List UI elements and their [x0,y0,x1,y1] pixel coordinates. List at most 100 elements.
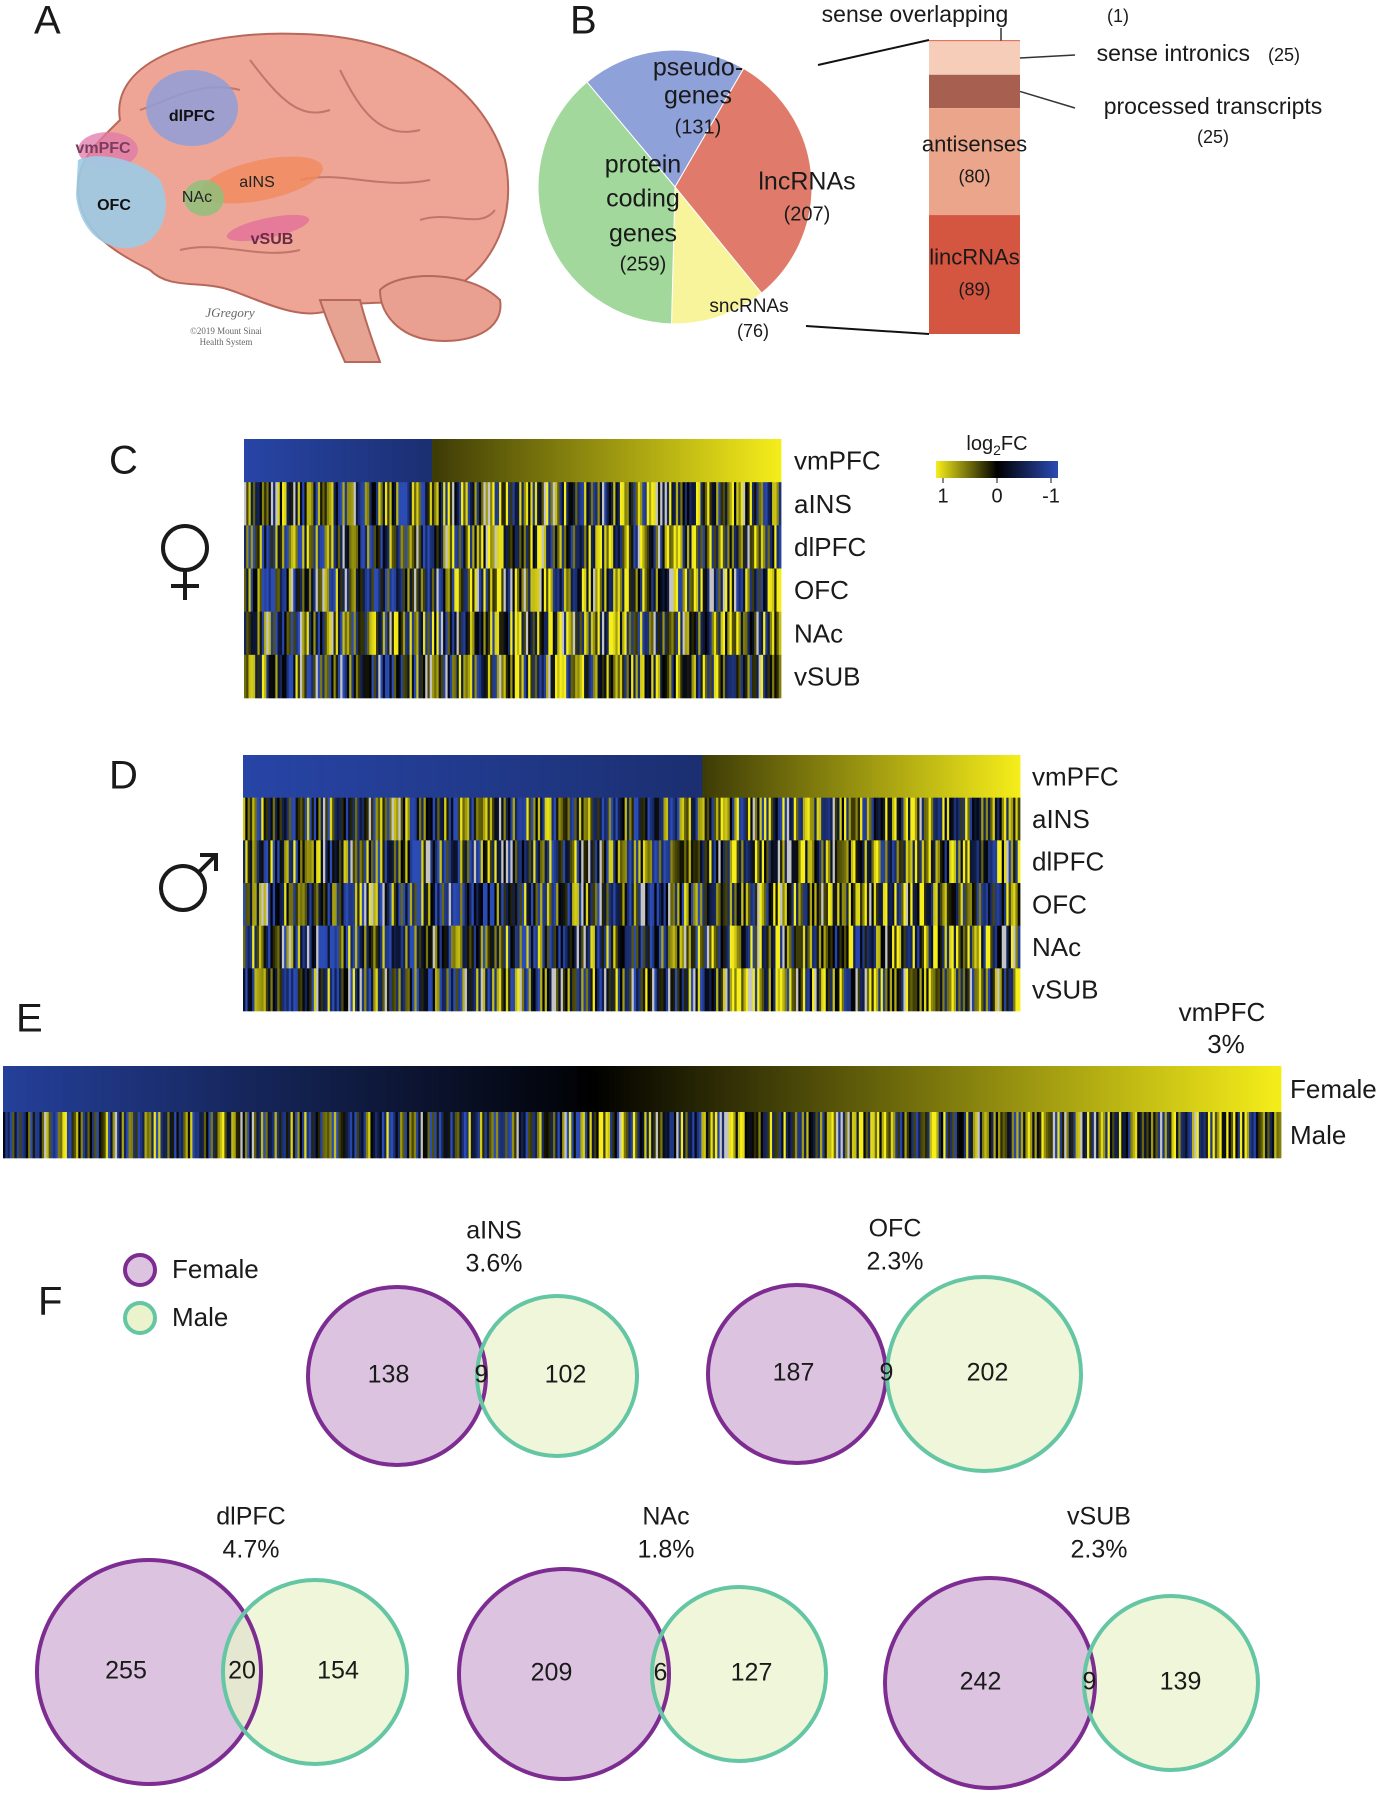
venn-count: 187 [773,1359,815,1387]
heatmap-cell [408,755,411,798]
heatmap-cell [1021,1112,1024,1158]
heatmap-cell [814,798,817,841]
heatmap-cell [826,968,829,1011]
heatmap-cell [346,798,349,841]
heatmap-cell [298,798,301,841]
heatmap-cell [360,798,363,841]
heatmap-cell [460,840,463,883]
heatmap-cell [524,883,527,926]
heatmap-cell [793,1066,796,1112]
heatmap-cell [697,1112,700,1158]
heatmap-cell [135,1112,138,1158]
heatmap-cell [293,968,296,1011]
heatmap-cell [867,840,870,883]
heatmap-cell [763,1066,766,1112]
heatmap-cell [644,1066,647,1112]
heatmap-cell [831,1066,834,1112]
heatmap-cell [535,1112,538,1158]
heatmap-cell [304,1112,307,1158]
heatmap-cell [1085,1066,1088,1112]
heatmap-cell [670,798,673,841]
heatmap-cell [670,840,673,883]
heatmap-cell [254,755,257,798]
heatmap-cell [312,755,315,798]
heatmap-cell [923,1112,926,1158]
heatmap-cell [616,798,619,841]
heatmap-cell [268,968,271,1011]
heatmap-cell [341,968,344,1011]
heatmap-cell [273,840,276,883]
region-label: NAc [182,189,212,206]
heatmap-cell [590,926,593,969]
heatmap-cell [679,1066,682,1112]
heatmap-cell [433,755,436,798]
heatmap-cell [69,1112,72,1158]
heatmap-cell [709,968,712,1011]
heatmap-cell [634,968,637,1011]
heatmap-cell [647,840,650,883]
heatmap-cell [572,968,575,1011]
panel-label: C [109,439,138,483]
heatmap-cell [748,883,751,926]
heatmap-cell [778,840,781,883]
heatmap-cell [376,755,379,798]
heatmap-cell [448,1112,451,1158]
heatmap-cell [617,1066,620,1112]
heatmap-cell [791,968,794,1011]
heatmap-cell [809,1066,812,1112]
heatmap-cell [692,1066,695,1112]
heatmap-cell [1176,1112,1179,1158]
heatmap-cell [913,883,916,926]
heatmap-cell [1016,1112,1019,1158]
heatmap-cell [190,1066,193,1112]
heatmap-cell [585,1066,588,1112]
heatmap-cell [424,840,427,883]
venn-percent: 2.3% [1071,1536,1128,1564]
heatmap-cell [787,926,790,969]
heatmap-cell [579,968,582,1011]
heatmap-cell [885,798,888,841]
heatmap-cell [53,1112,56,1158]
heatmap-cell [588,840,591,883]
heatmap-cell [131,1066,134,1112]
heatmap-cell [572,840,575,883]
heatmap-cell [536,883,539,926]
heatmap-cell [357,1112,360,1158]
heatmap-cell [721,926,724,969]
heatmap-cell [636,755,639,798]
heatmap-cell [277,883,280,926]
heatmap-cell [806,1112,809,1158]
heatmap-cell [892,926,895,969]
heatmap-cell [853,883,856,926]
heatmap-cell [556,840,559,883]
heatmap-cell [298,755,301,798]
heatmap-cell [929,883,932,926]
heatmap-cell [261,840,264,883]
heatmap-cell [110,1112,113,1158]
heatmap-cell [835,755,838,798]
heatmap-cell [806,1066,809,1112]
heatmap-cell [878,755,881,798]
heatmap-cell [610,1066,613,1112]
heatmap-cell [302,755,305,798]
heatmap-cell [631,1112,634,1158]
heatmap-cell [389,926,392,969]
heatmap-cell [280,755,283,798]
heatmap-cell [394,968,397,1011]
heatmap-cell [1114,1066,1117,1112]
heatmap-cell [743,755,746,798]
heatmap-cell [296,798,299,841]
heatmap-cell [716,840,719,883]
heatmap-cell [386,1066,389,1112]
heatmap-cell [874,883,877,926]
heatmap-cell [444,840,447,883]
heatmap-cell [796,798,799,841]
heatmap-cell [857,1066,860,1112]
heatmap-cell [837,755,840,798]
heatmap-cell [424,755,427,798]
heatmap-cell [967,926,970,969]
heatmap-cell [419,883,422,926]
heatmap-cell [435,926,438,969]
heatmap-cell [827,1112,830,1158]
heatmap-cell [823,883,826,926]
